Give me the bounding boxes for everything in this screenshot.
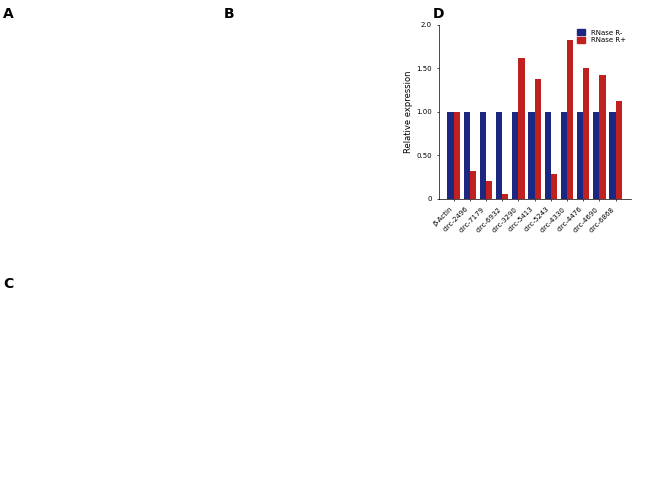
Bar: [502, 194, 508, 199]
Bar: [496, 112, 502, 199]
Bar: [577, 112, 583, 199]
Bar: [593, 112, 599, 199]
Y-axis label: Relative expression: Relative expression: [404, 70, 413, 153]
Text: B: B: [224, 7, 235, 22]
Text: D: D: [432, 7, 444, 22]
Bar: [512, 112, 519, 199]
Text: A: A: [3, 7, 14, 22]
Bar: [528, 112, 534, 199]
Text: C: C: [3, 277, 14, 292]
Bar: [616, 101, 622, 199]
Bar: [545, 112, 551, 199]
Bar: [470, 171, 476, 199]
Bar: [447, 112, 454, 199]
Bar: [463, 112, 470, 199]
Bar: [551, 174, 557, 199]
Bar: [454, 112, 460, 199]
Bar: [561, 112, 567, 199]
Bar: [534, 79, 541, 199]
Bar: [599, 75, 606, 199]
Bar: [567, 40, 573, 199]
Bar: [610, 112, 616, 199]
Bar: [480, 112, 486, 199]
Bar: [583, 68, 590, 199]
Legend: RNase R-, RNase R+: RNase R-, RNase R+: [575, 28, 627, 45]
Bar: [519, 57, 525, 199]
Bar: [486, 182, 492, 199]
